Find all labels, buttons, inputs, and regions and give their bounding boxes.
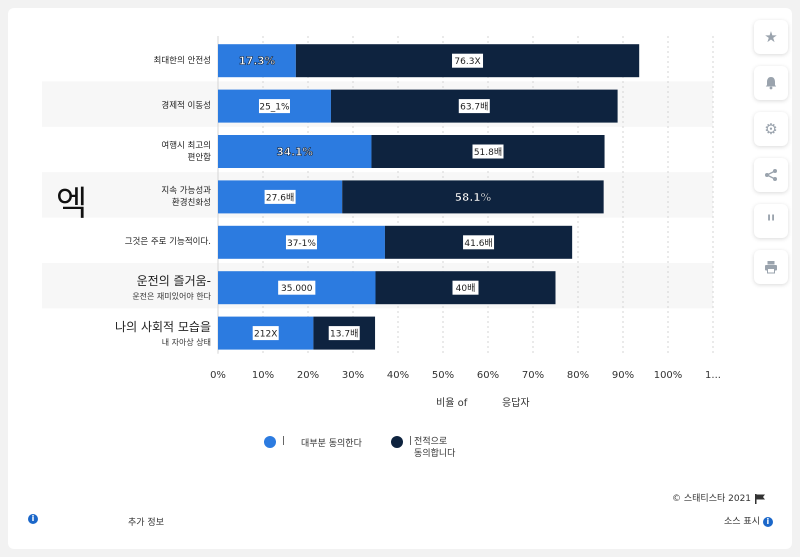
- print-button[interactable]: [754, 250, 788, 284]
- x-tick-label: 60%: [477, 370, 499, 381]
- y-tick-label: 그것은 주로 기능적이다.: [11, 236, 211, 248]
- bar-chart: 0% 10% 20% 30% 40% 50% 60% 70% 80% 90% 100% 1... 17.…: [42, 36, 721, 381]
- y-tick-label-line2: 환경친화성: [171, 197, 211, 208]
- x-tick-label: 80%: [567, 370, 589, 381]
- share-button[interactable]: [754, 158, 788, 192]
- data-label-box: [328, 326, 360, 341]
- y-tick-label: 여행시 최고의 편안함: [11, 140, 211, 164]
- data-label: 25_1%: [259, 103, 290, 113]
- data-label: 212X: [254, 330, 277, 340]
- data-label-box: [458, 99, 490, 114]
- x-tick-label: 90%: [612, 370, 634, 381]
- legend-dot-navy: [391, 436, 403, 448]
- data-label-box: [285, 235, 317, 250]
- print-icon: [765, 261, 777, 274]
- y-tick-label-line2: 내 자아상 상태: [161, 337, 211, 347]
- data-label: 76.3X: [454, 57, 480, 67]
- y-tick-label-line1: 나의 사회적 모습을: [115, 319, 211, 334]
- bar-segment: [218, 44, 296, 78]
- data-label-box: [278, 280, 316, 295]
- legend-dot-blue: [264, 436, 276, 448]
- star-icon: ★: [764, 28, 778, 46]
- data-label-box: [252, 326, 279, 341]
- y-tick-label-line1: 지속 가능성과: [161, 185, 211, 196]
- y-tick-label-line2: 편안함: [187, 152, 211, 163]
- info-icon: i: [28, 514, 38, 524]
- y-tick-label-line1: 여행시 최고의: [161, 140, 211, 151]
- x-axis-title-part1: 비율 of: [436, 398, 468, 409]
- legend-label-fully-agree: 전적으로: [414, 437, 448, 447]
- y-tick-label-line1: 최대한의 안전성: [153, 55, 211, 66]
- data-label-box: [258, 99, 290, 114]
- y-tick-label-line1: 그것은 주로 기능적이다.: [124, 237, 211, 248]
- x-tick-label: 0%: [210, 370, 226, 381]
- data-label-box: [452, 280, 479, 295]
- flag-icon: [754, 493, 765, 504]
- y-tick-label-line1: 경제적 이동성: [161, 101, 211, 112]
- side-mark: 엑: [56, 184, 88, 224]
- share-icon: [765, 169, 777, 181]
- x-tick-label: 40%: [387, 370, 409, 381]
- y-tick-label: 운전의 즐거움- 운전은 재미있어야 한다: [11, 274, 211, 304]
- legend-item-fully-agree[interactable]: | 전적으로 동의합니다: [391, 436, 455, 460]
- info-icon: i: [762, 516, 773, 527]
- y-tick-label-line2: 운전은 재미있어야 한다: [132, 292, 211, 302]
- data-label-box: [264, 189, 296, 204]
- x-tick-label: 1...: [705, 370, 721, 381]
- x-axis-title-part2: 응답자: [502, 398, 530, 409]
- legend-label-mostly-agree: 대부분 동의한다: [301, 439, 362, 449]
- data-label: 17.3%: [239, 56, 276, 68]
- gear-icon: ⚙: [764, 120, 778, 138]
- bar-segment: [342, 180, 604, 214]
- notification-button[interactable]: [754, 66, 788, 100]
- data-label: 27.6배: [266, 192, 294, 203]
- quote-icon: ": [765, 212, 777, 237]
- data-label: 35.000: [281, 284, 313, 294]
- data-label-box: [452, 53, 484, 68]
- data-label: 41.6배: [464, 238, 492, 249]
- legend-label-fully-agree-line2: 동의합니다: [414, 449, 456, 459]
- data-label: 40배: [456, 283, 476, 294]
- data-label: 51.8배: [474, 147, 502, 158]
- data-label: 58.1%: [455, 192, 492, 204]
- more-info-label[interactable]: 추가 정보: [128, 518, 164, 528]
- x-tick-label: 50%: [432, 370, 454, 381]
- data-label-box: [463, 235, 495, 250]
- data-label: 13.7배: [330, 329, 358, 340]
- show-source-link[interactable]: 소스 표시 i: [724, 514, 773, 527]
- x-tick-label: 100%: [654, 370, 683, 381]
- bell-icon: [765, 77, 777, 90]
- y-tick-label: 최대한의 안전성: [11, 55, 211, 67]
- data-label: 37-1%: [287, 239, 316, 249]
- x-tick-label: 30%: [342, 370, 364, 381]
- favorite-button[interactable]: ★: [754, 20, 788, 54]
- y-tick-label: 경제적 이동성: [11, 100, 211, 112]
- copyright[interactable]: © 스태티스타 2021: [672, 491, 766, 504]
- settings-button[interactable]: ⚙: [754, 112, 788, 146]
- y-tick-label-line1: 운전의 즐거움-: [136, 274, 211, 289]
- y-tick-label: 지속 가능성과 환경친화성: [11, 185, 211, 209]
- chart-card: 0% 10% 20% 30% 40% 50% 60% 70% 80% 90% 100% 1... 17.…: [8, 8, 792, 549]
- x-tick-label: 10%: [252, 370, 274, 381]
- bar-segment: [218, 135, 372, 168]
- legend-item-mostly-agree[interactable]: | 대부분 동의한다: [264, 436, 362, 449]
- data-label: 34.1%: [277, 147, 314, 159]
- more-info-link[interactable]: i: [28, 514, 38, 525]
- x-tick-label: 20%: [297, 370, 319, 381]
- x-tick-label: 70%: [522, 370, 544, 381]
- data-label: 63.7배: [460, 102, 488, 113]
- cite-button[interactable]: ": [754, 204, 788, 238]
- data-label-box: [472, 144, 504, 159]
